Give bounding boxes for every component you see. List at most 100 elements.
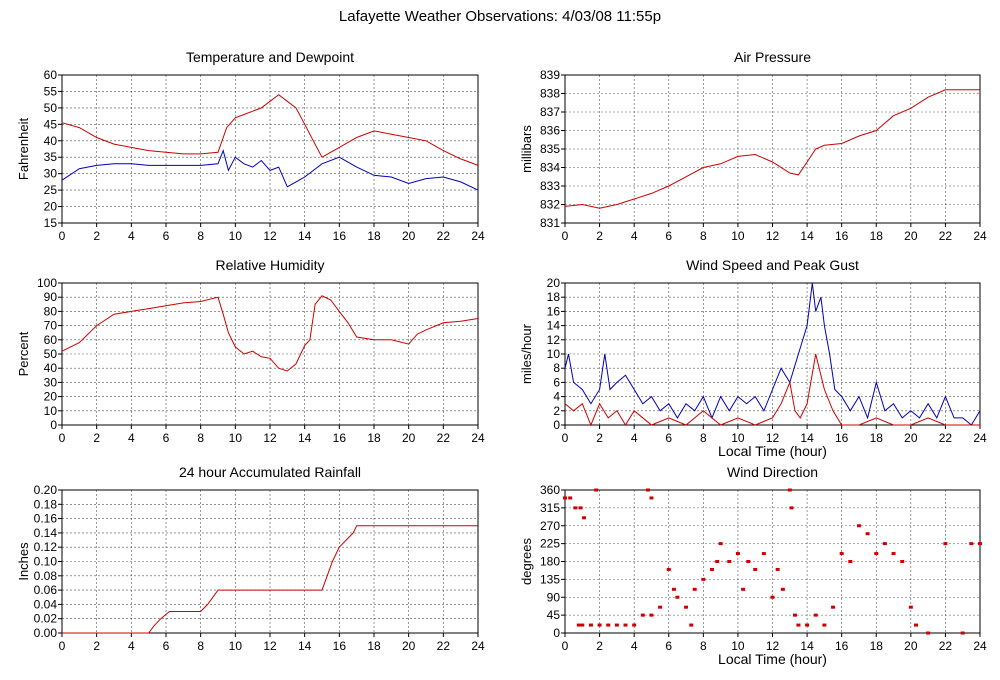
data-point — [792, 613, 797, 617]
data-point — [735, 552, 740, 556]
chart-title: Wind Speed and Peak Gust — [686, 257, 859, 273]
data-point — [822, 623, 827, 627]
data-point — [594, 488, 599, 492]
y-tick-label: 832 — [540, 198, 560, 212]
x-tick-label: 16 — [333, 639, 347, 653]
y-tick-label: 50 — [44, 347, 58, 361]
x-tick-label: 8 — [700, 229, 707, 243]
chart-panel-0: 0 2 4 6 8 10 12 14 16 18 20 22 241520253035404550556… — [16, 49, 485, 243]
x-tick-label: 18 — [367, 229, 381, 243]
x-tick-label: 8 — [700, 639, 707, 653]
y-tick-label: 6 — [553, 375, 560, 389]
x-tick-label: 14 — [298, 431, 312, 445]
data-point — [831, 605, 836, 609]
y-tick-label: 0.02 — [34, 612, 58, 626]
data-point — [770, 595, 775, 599]
chart-title: Relative Humidity — [216, 257, 325, 273]
series-line-0 — [62, 525, 478, 634]
data-point — [649, 496, 654, 500]
x-tick-label: 16 — [835, 229, 849, 243]
data-point — [578, 506, 583, 510]
y-tick-label: 50 — [44, 101, 58, 115]
x-tick-label: 18 — [870, 639, 884, 653]
x-tick-label: 20 — [402, 229, 416, 243]
x-tick-label: 16 — [835, 431, 849, 445]
chart-title: Air Pressure — [734, 49, 811, 65]
y-tick-label: 18 — [547, 290, 561, 304]
x-tick-label: 16 — [333, 229, 347, 243]
data-point — [623, 623, 628, 627]
x-tick-label: 18 — [870, 431, 884, 445]
series-line-0 — [61, 295, 479, 372]
x-tick-label: 16 — [333, 431, 347, 445]
data-point — [573, 506, 578, 510]
x-tick-label: 4 — [128, 431, 135, 445]
x-tick-label: 20 — [904, 639, 918, 653]
data-point — [597, 623, 602, 627]
series-line-0 — [61, 94, 479, 166]
x-tick-label: 10 — [229, 639, 243, 653]
x-tick-label: 10 — [731, 229, 745, 243]
data-point — [926, 631, 931, 635]
x-tick-label: 14 — [298, 639, 312, 653]
data-point — [780, 587, 785, 591]
data-point — [741, 587, 746, 591]
y-tick-label: 12 — [547, 333, 561, 347]
y-tick-label: 4 — [553, 390, 560, 404]
chart-title: Temperature and Dewpoint — [186, 49, 354, 65]
data-point — [718, 542, 723, 546]
x-tick-label: 2 — [93, 431, 100, 445]
y-axis-label: millibars — [519, 125, 534, 173]
data-point — [978, 542, 982, 546]
x-tick-label: 8 — [700, 431, 707, 445]
x-tick-label: 12 — [263, 431, 277, 445]
data-point — [684, 605, 689, 609]
data-point — [580, 623, 585, 627]
y-tick-label: 20 — [44, 200, 58, 214]
x-tick-label: 8 — [197, 639, 204, 653]
y-tick-label: 0.18 — [34, 497, 58, 511]
y-tick-label: 225 — [540, 537, 560, 551]
x-tick-label: 6 — [665, 639, 672, 653]
data-point — [666, 567, 671, 571]
data-point — [787, 488, 792, 492]
y-tick-label: 839 — [540, 68, 560, 82]
y-tick-label: 70 — [44, 319, 58, 333]
x-tick-label: 0 — [59, 639, 66, 653]
series-line-0 — [564, 282, 981, 426]
x-tick-label: 14 — [800, 431, 814, 445]
data-point — [709, 567, 714, 571]
x-tick-label: 6 — [163, 229, 170, 243]
x-tick-label: 2 — [596, 229, 603, 243]
x-tick-label: 22 — [437, 431, 451, 445]
x-tick-label: 10 — [229, 229, 243, 243]
y-axis-label: Inches — [16, 542, 31, 581]
y-tick-label: 35 — [44, 150, 58, 164]
data-point — [614, 623, 619, 627]
y-tick-label: 16 — [547, 304, 561, 318]
x-tick-label: 24 — [471, 639, 485, 653]
y-tick-label: 45 — [44, 117, 58, 131]
y-tick-label: 40 — [44, 134, 58, 148]
x-tick-label: 12 — [263, 229, 277, 243]
y-tick-label: 835 — [540, 142, 560, 156]
x-tick-label: 18 — [367, 639, 381, 653]
data-point — [689, 623, 694, 627]
data-point — [649, 613, 654, 617]
y-tick-label: 831 — [540, 216, 560, 230]
x-tick-label: 0 — [562, 229, 569, 243]
x-tick-label: 4 — [128, 639, 135, 653]
x-tick-label: 22 — [939, 431, 953, 445]
y-tick-label: 20 — [44, 390, 58, 404]
x-tick-label: 8 — [197, 229, 204, 243]
y-tick-label: 0.04 — [34, 597, 58, 611]
x-tick-label: 10 — [229, 431, 243, 445]
x-tick-label: 2 — [596, 639, 603, 653]
x-tick-label: 12 — [766, 639, 780, 653]
y-tick-label: 0.16 — [34, 512, 58, 526]
x-tick-label: 6 — [665, 229, 672, 243]
x-tick-label: 6 — [163, 639, 170, 653]
y-tick-label: 40 — [44, 361, 58, 375]
y-tick-label: 833 — [540, 179, 560, 193]
y-tick-label: 135 — [540, 572, 560, 586]
